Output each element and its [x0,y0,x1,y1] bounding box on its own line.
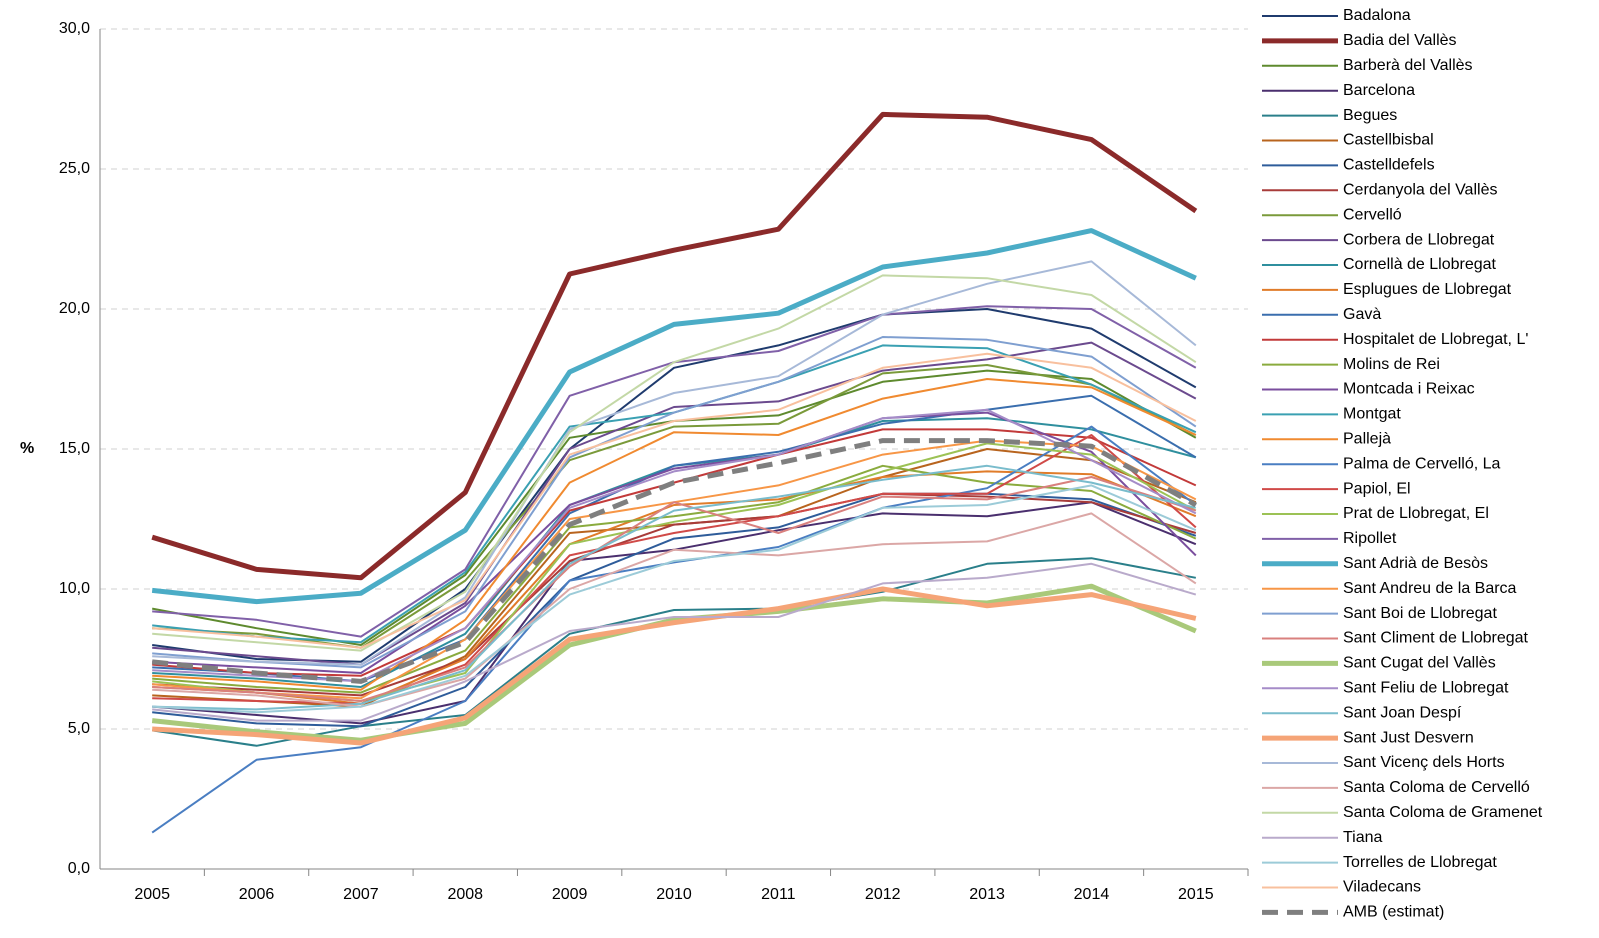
y-tick-label: 10,0 [59,580,90,597]
legend-label: Palma de Cervelló, La [1343,455,1501,472]
legend-label: Papiol, El [1343,480,1411,497]
y-tick-label: 5,0 [68,720,90,737]
legend-label: Sant Boi de Llobregat [1343,605,1497,622]
legend-label: Sant Cugat del Vallès [1343,655,1496,672]
series-line [152,411,1197,674]
series-line [152,492,1197,728]
x-tick-label: 2015 [1178,886,1214,903]
x-tick-label: 2007 [343,886,379,903]
legend-label: Sant Vicenç dels Horts [1343,754,1505,771]
series-line [152,586,1197,746]
x-tick-label: 2014 [1074,886,1110,903]
legend-label: Tiana [1343,829,1383,846]
series-line [152,464,1197,711]
x-tick-label: 2005 [134,886,170,903]
legend-label: Pallejà [1343,431,1391,448]
y-tick-label: 20,0 [59,300,90,317]
legend-label: Hospitalet de Llobregat, L' [1343,331,1528,348]
legend-label: Viladecans [1343,879,1421,896]
legend-label: Santa Coloma de Cervelló [1343,779,1530,796]
series-line [152,470,1197,705]
legend-label: Barcelona [1343,82,1415,99]
x-tick-label: 2006 [239,886,275,903]
y-tick-label: 30,0 [59,20,90,37]
legend-label: Sant Feliu de Llobregat [1343,680,1509,697]
legend-label: AMB (estimat) [1343,904,1444,921]
x-tick-label: 2009 [552,886,588,903]
series-line [152,512,1197,708]
series-line [152,484,1197,714]
legend-label: Gavà [1343,306,1381,323]
series-line [152,260,1197,666]
series-line [152,352,1197,649]
y-tick-label: 0,0 [68,860,90,877]
series-line [152,562,1197,722]
y-tick-label: 25,0 [59,160,90,177]
legend-label: Begues [1343,107,1397,124]
series-line [152,341,1197,666]
legend-label: Esplugues de Llobregat [1343,281,1512,298]
legend-label: Montcada i Reixac [1343,381,1475,398]
series-line [151,111,1198,581]
legend-label: Corbera de Llobregat [1343,231,1495,248]
series-line [151,228,1197,605]
legend-label: Barberà del Vallès [1343,57,1473,74]
legend-label: Prat de Llobregat, El [1343,505,1489,522]
legend-label: Sant Joan Despí [1343,704,1462,721]
x-tick-label: 2013 [969,886,1005,903]
series-line [151,425,1197,834]
x-tick-label: 2011 [761,886,796,903]
legend-label: Castelldefels [1343,157,1435,174]
y-tick-label: 15,0 [59,440,90,457]
legend-label: Sant Climent de Llobregat [1343,630,1529,647]
legend-label: Cerdanyola del Vallès [1343,182,1497,199]
y-axis-label: % [20,440,34,457]
series-line [151,438,1198,684]
series-line [152,476,1197,702]
legend-label: Sant Just Desvern [1343,729,1474,746]
legend-label: Cervelló [1343,206,1402,223]
series-line [152,336,1197,669]
legend-label: Ripollet [1343,530,1397,547]
series-line [152,378,1197,691]
legend-label: Santa Coloma de Gramenet [1343,804,1543,821]
x-tick-label: 2012 [865,886,901,903]
legend-label: Sant Andreu de la Barca [1343,580,1517,597]
legend-label: Castellbisbal [1343,132,1434,149]
legend-label: Montgat [1343,406,1401,423]
series-line [152,274,1197,652]
legend-label: Badalona [1343,7,1411,24]
series-line [152,408,1197,683]
series-line [152,557,1197,747]
x-tick-label: 2010 [656,886,692,903]
series-line [151,583,1197,743]
legend-label: Sant Adrià de Besòs [1343,555,1488,572]
legend-label: Torrelles de Llobregat [1343,854,1497,871]
legend-label: Badia del Vallès [1343,32,1457,49]
series-line [152,464,1197,694]
x-tick-label: 2008 [447,886,483,903]
legend-label: Molins de Rei [1343,356,1440,373]
legend-label: Cornellà de Llobregat [1343,256,1497,273]
